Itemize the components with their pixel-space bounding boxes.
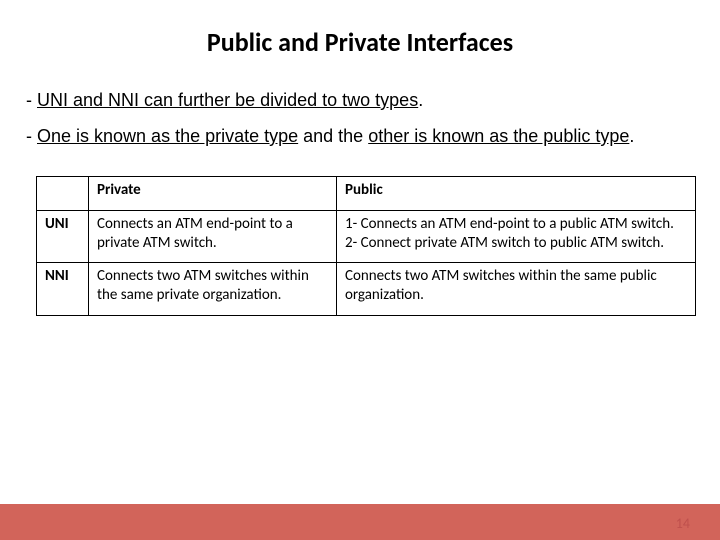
table-row: UNI Connects an ATM end-point to a priva… [37, 210, 696, 263]
slide: Public and Private Interfaces - UNI and … [0, 0, 720, 540]
page-number: 14 [676, 515, 690, 532]
p2-mid: and the [298, 126, 368, 146]
row1-label: UNI [37, 210, 89, 263]
p2-prefix: - [26, 126, 37, 146]
header-public: Public [337, 177, 696, 211]
paragraph-1: - UNI and NNI can further be divided to … [26, 82, 694, 118]
table-row: NNI Connects two ATM switches within the… [37, 263, 696, 316]
row2-label: NNI [37, 263, 89, 316]
row2-public: Connects two ATM switches within the sam… [337, 263, 696, 316]
interface-table: Private Public UNI Connects an ATM end-p… [36, 176, 696, 316]
paragraph-2: - One is known as the private type and t… [26, 118, 694, 154]
row1-private: Connects an ATM end-point to a private A… [89, 210, 337, 263]
p1-suffix: . [418, 90, 423, 110]
row1-public: 1- Connects an ATM end-point to a public… [337, 210, 696, 263]
header-blank [37, 177, 89, 211]
table-header-row: Private Public [37, 177, 696, 211]
p2-underline-1: One is known as the private type [37, 126, 298, 146]
footer-bar [0, 504, 720, 540]
row2-private: Connects two ATM switches within the sam… [89, 263, 337, 316]
p2-suffix: . [629, 126, 634, 146]
slide-title: Public and Private Interfaces [0, 0, 720, 76]
header-private: Private [89, 177, 337, 211]
body-text: - UNI and NNI can further be divided to … [0, 76, 720, 168]
p2-underline-2: other is known as the public type [368, 126, 629, 146]
p1-underline: UNI and NNI can further be divided to tw… [37, 90, 418, 110]
p1-prefix: - [26, 90, 37, 110]
